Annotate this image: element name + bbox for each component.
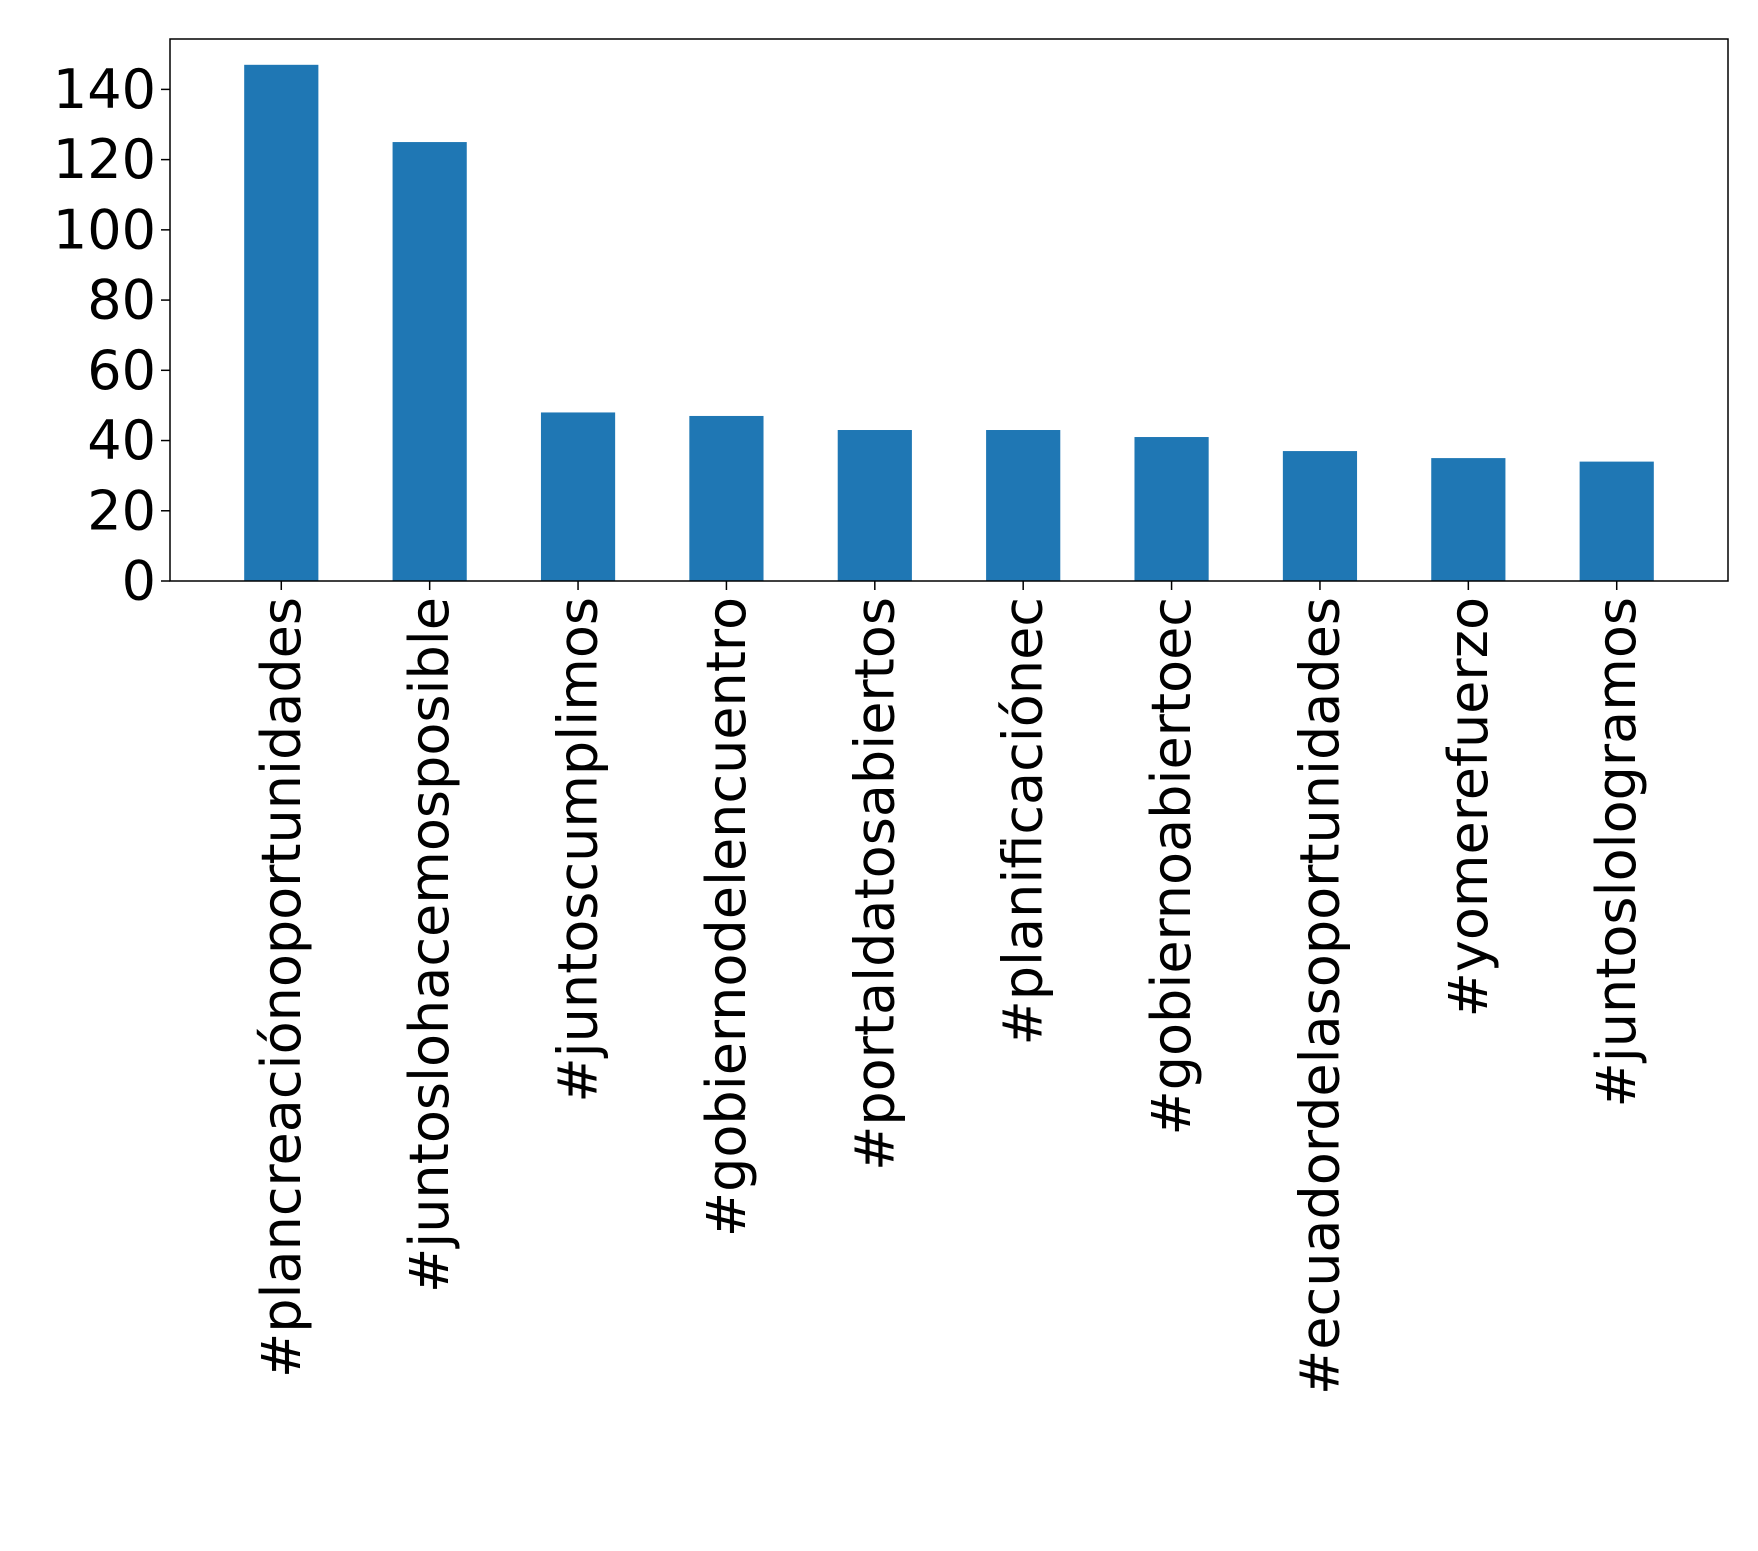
bar-2 <box>392 142 467 581</box>
bar-9 <box>1431 458 1506 581</box>
x-tick-label: #planificaciónec <box>992 597 1055 1046</box>
y-axis: 0 20 40 60 80 100 120 140 <box>53 58 170 613</box>
y-tick-label: 100 <box>53 198 156 261</box>
plot-frame <box>169 38 1729 582</box>
y-tick-label: 120 <box>53 128 156 191</box>
bar-3 <box>540 412 616 581</box>
bar-4 <box>689 415 764 581</box>
bar-7 <box>1134 437 1209 581</box>
x-tick-label: #yomerefuerzo <box>1437 597 1500 1017</box>
y-tick-label: 20 <box>87 479 156 542</box>
bar-8 <box>1282 451 1358 581</box>
y-tick-label: 0 <box>122 550 156 613</box>
x-tick-label: #gobiernodelencuentro <box>695 597 758 1237</box>
bar-5 <box>837 430 912 581</box>
bar-6 <box>986 430 1061 581</box>
x-tick-label: #ecuadordelasoportunidades <box>1288 597 1351 1395</box>
x-axis: #plancreaciónoportunidades #juntoslohacem… <box>250 581 1648 1395</box>
x-tick-label: #portaldatosabiertos <box>843 597 906 1171</box>
x-tick-label: #juntoslologramos <box>1585 597 1648 1107</box>
x-tick-label: #juntoscumplimos <box>547 597 610 1103</box>
y-tick-label: 40 <box>87 409 156 472</box>
bars <box>244 64 1654 581</box>
x-tick-label: #juntoslohacemosposible <box>398 597 461 1293</box>
x-tick-label: #gobiernoabiertoec <box>1140 597 1203 1136</box>
y-tick-label: 80 <box>87 269 156 332</box>
bar-10 <box>1579 461 1654 581</box>
y-tick-label: 60 <box>87 339 156 402</box>
x-tick-label: #plancreaciónoportunidades <box>250 597 313 1378</box>
y-tick-label: 140 <box>53 58 156 121</box>
bar-1 <box>244 64 319 581</box>
